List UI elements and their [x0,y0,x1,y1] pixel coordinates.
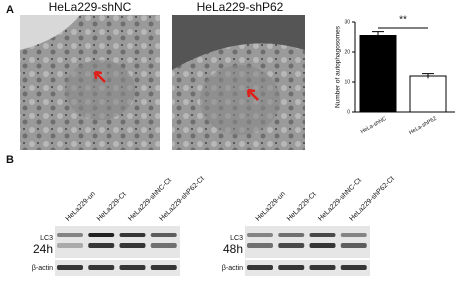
band [340,265,367,270]
lane-label: HeLa229-Ct [96,191,128,223]
blot [55,226,370,276]
marker-label: β-actin [32,265,53,272]
lane-label: HeLa229-un [65,190,97,222]
band [278,265,305,270]
significance-label: ** [399,15,407,26]
image-title: HeLa229-shP62 [197,0,284,14]
y-tick-label: 0 [347,109,350,115]
band [150,243,177,248]
panel-label: B [6,154,14,166]
band [340,233,367,237]
y-tick-label: 10 [344,79,350,85]
bar [409,75,447,113]
band [88,233,115,237]
band [278,243,305,248]
x-tick-label: HeLa-shP62 [408,116,437,136]
band [340,243,367,248]
band [119,243,146,248]
band [88,265,115,270]
band [57,265,83,270]
y-axis-label: Number of autophagosomes [335,25,342,108]
marker-label: LC3 [230,235,243,242]
band [278,233,305,237]
band [88,243,115,248]
error-bar [422,73,434,79]
em-image [172,15,305,150]
band [309,265,336,270]
band [247,233,273,237]
band [119,265,146,270]
lane-label: HeLa229-un [255,190,287,222]
band [150,233,177,237]
image-title: HeLa229-shNC [49,0,132,14]
panel-label: A [6,4,14,16]
marker-label: LC3 [40,235,53,242]
band [119,233,146,237]
x-tick-label: HeLa-shNC [360,116,388,136]
band [57,233,83,237]
bar [359,35,397,113]
y-tick-label: 30 [344,19,350,25]
band [150,265,177,270]
marker-label: β-actin [222,265,243,272]
y-tick-label: 20 [344,49,350,55]
band [309,233,336,237]
band [57,243,83,248]
error-bar [372,31,384,40]
lane-label: HeLa229-Ct [286,191,318,223]
time-label: 24h [33,242,53,256]
time-label: 48h [223,242,243,256]
em-image [20,15,160,150]
band [247,265,273,270]
band [247,243,273,248]
band [309,243,336,248]
